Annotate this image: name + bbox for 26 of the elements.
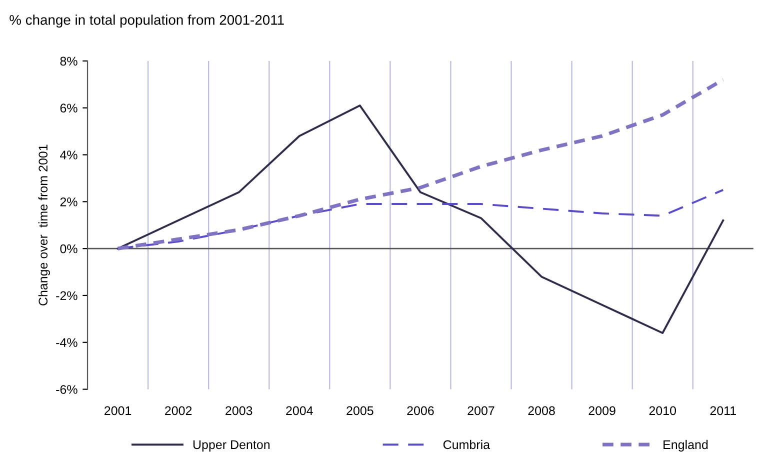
y-tick-label: -4% — [56, 338, 78, 347]
x-tick-label: 2002 — [165, 406, 192, 416]
x-tick-label: 2003 — [226, 406, 252, 416]
legend-label: Cumbria — [443, 440, 490, 450]
x-tick-label: 2009 — [588, 406, 616, 416]
x-tick-label: 2004 — [286, 406, 313, 416]
line-series — [116, 78, 725, 250]
chart-title: % change in total population from 2001-2011 — [10, 14, 284, 28]
y-tick-label: 4% — [60, 150, 78, 160]
x-tick-label: 2010 — [649, 406, 676, 416]
x-tick-label: 2011 — [710, 406, 736, 416]
y-tick-label: 8% — [60, 56, 78, 66]
y-axis-title: Change over time from 2001 — [38, 144, 50, 306]
x-tick-label: 2005 — [346, 406, 374, 416]
y-tick-label: 0% — [60, 244, 78, 254]
legend-label: Upper Denton — [193, 440, 270, 452]
x-tick-label: 2007 — [468, 406, 494, 416]
y-tick-label: 6% — [60, 104, 78, 113]
legend-label: England — [664, 440, 708, 452]
x-tick-label: 2008 — [528, 406, 555, 416]
x-tick-label: 2001 — [104, 406, 132, 416]
line-series — [116, 104, 724, 334]
x-tick-label: 2006 — [407, 406, 434, 416]
y-tick-label: -6% — [56, 385, 78, 394]
y-tick-label: 2% — [60, 197, 78, 206]
y-tick-label: -2% — [56, 291, 78, 300]
